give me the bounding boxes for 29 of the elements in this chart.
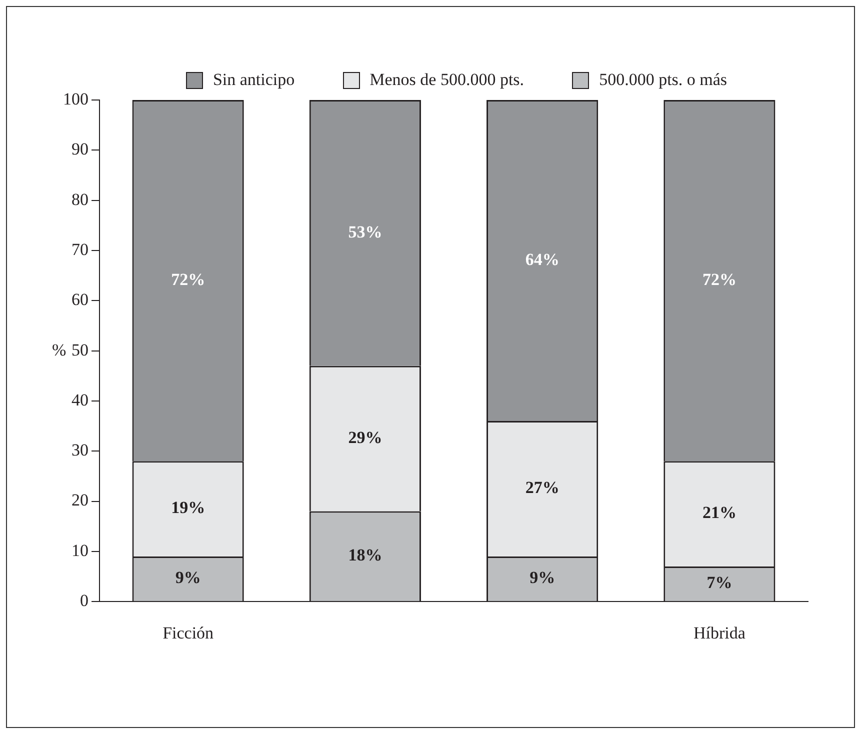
- y-axis-title: %: [52, 340, 66, 360]
- x-tick-label: Ficción: [162, 623, 214, 642]
- y-tick-label: 0: [80, 591, 88, 610]
- data-label: 19%: [171, 498, 206, 518]
- data-label: 9%: [175, 568, 201, 588]
- data-label: 21%: [702, 503, 736, 522]
- y-tick-label: 10: [72, 540, 88, 560]
- y-tick-label: 80: [72, 190, 88, 209]
- y-tick-label: 70: [72, 240, 88, 259]
- y-tick-label: 40: [72, 390, 88, 410]
- data-label: 9%: [530, 568, 556, 588]
- y-tick-label: 50: [72, 340, 88, 360]
- series-label: Sin anticipo: [212, 70, 295, 90]
- y-tick-label: 60: [72, 290, 88, 310]
- y-tick-label: 90: [72, 140, 88, 159]
- y-tick-label: 100: [63, 89, 88, 108]
- data-label: 72%: [171, 270, 206, 289]
- y-tick-label: 30: [72, 440, 88, 460]
- legend-label: Menos de 500.000 pts.: [370, 70, 524, 90]
- data-label: 53%: [348, 222, 382, 242]
- legend-label: 500.000 pts. o más: [599, 70, 728, 90]
- y-tick-label: 20: [72, 490, 88, 510]
- data-label: 18%: [348, 546, 382, 565]
- x-tick-label: Híbrida: [693, 623, 746, 642]
- data-label: 27%: [525, 478, 560, 498]
- data-label: 7%: [706, 573, 732, 592]
- data-label: 29%: [348, 428, 382, 447]
- data-label: 72%: [702, 270, 736, 289]
- data-label: 64%: [525, 250, 560, 269]
